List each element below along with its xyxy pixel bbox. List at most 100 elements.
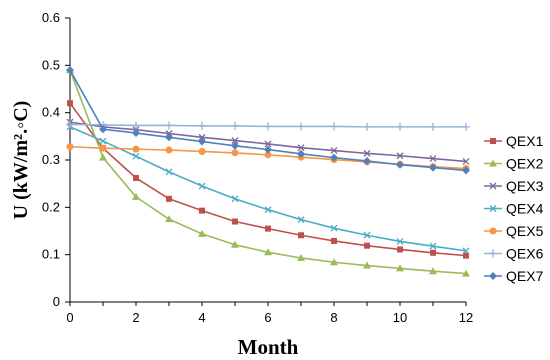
data-point-qex6 <box>165 121 173 130</box>
data-point-qex1 <box>265 225 271 232</box>
data-point-qex2 <box>462 269 470 277</box>
data-point-qex6 <box>330 122 338 131</box>
x-tick-label: 4 <box>198 310 205 325</box>
data-point-qex4 <box>165 168 173 176</box>
data-point-qex3 <box>297 144 305 152</box>
data-point-qex7 <box>297 149 305 158</box>
x-tick-label: 0 <box>66 310 73 325</box>
y-tick-label: 0.6 <box>42 10 60 25</box>
legend-label: QEX3 <box>506 178 544 194</box>
y-ticks: 0 0.1 0.2 0.3 0.4 0.5 0.6 <box>42 10 70 309</box>
legend-label: QEX5 <box>506 223 544 239</box>
legend-marker-qex3 <box>489 182 497 190</box>
legend-marker-qex5 <box>489 227 497 235</box>
data-point-qex4 <box>396 237 404 245</box>
data-point-qex6 <box>231 121 239 130</box>
data-point-qex6 <box>363 122 371 131</box>
data-point-qex7 <box>198 137 206 146</box>
legend-marker-qex4 <box>489 205 497 212</box>
y-tick-label: 0.4 <box>42 105 60 120</box>
legend-marker-qex7 <box>489 272 497 280</box>
data-point-qex1 <box>364 242 370 249</box>
data-point-qex6 <box>264 122 272 131</box>
data-point-qex5 <box>231 149 239 157</box>
data-point-qex3 <box>330 147 338 154</box>
legend-item-qex2: QEX2 <box>484 156 544 172</box>
series-qex4 <box>66 123 470 255</box>
y-axis-title: U (kW/m².◦C) <box>10 101 32 220</box>
legend-item-qex4: QEX4 <box>484 201 544 217</box>
data-point-qex6 <box>198 121 206 130</box>
legend-item-qex1: QEX1 <box>484 133 544 149</box>
data-point-qex2 <box>132 192 140 200</box>
data-point-qex6 <box>429 122 437 131</box>
data-point-qex5 <box>66 143 74 151</box>
data-point-qex5 <box>198 147 206 155</box>
x-tick-label: 10 <box>393 310 407 325</box>
y-tick-label: 0.5 <box>42 57 60 72</box>
x-tick-label: 6 <box>264 310 271 325</box>
legend-marker-qex6 <box>489 249 497 258</box>
data-point-qex1 <box>232 218 238 225</box>
data-point-qex7 <box>99 125 107 134</box>
data-point-qex5 <box>132 145 140 153</box>
data-point-qex2 <box>165 215 173 223</box>
legend-item-qex7: QEX7 <box>484 268 544 284</box>
legend-label: QEX4 <box>506 201 544 217</box>
legend-label: QEX7 <box>506 268 544 284</box>
data-point-qex7 <box>165 133 173 142</box>
data-point-qex6 <box>396 122 404 131</box>
data-point-qex2 <box>198 229 206 237</box>
data-point-qex7 <box>363 156 371 165</box>
y-tick-label: 0.2 <box>42 199 60 214</box>
data-point-qex4 <box>330 224 338 232</box>
legend-marker-qex1 <box>490 138 496 144</box>
data-point-qex7 <box>330 153 338 162</box>
data-point-qex4 <box>264 206 272 214</box>
series-group <box>66 66 470 277</box>
data-point-qex5 <box>165 146 173 154</box>
data-point-qex1 <box>67 100 73 107</box>
data-point-qex2 <box>231 240 239 248</box>
x-tick-label: 2 <box>132 310 139 325</box>
legend-label: QEX6 <box>506 246 544 262</box>
data-point-qex7 <box>231 141 239 150</box>
data-point-qex7 <box>429 163 437 172</box>
data-point-qex1 <box>430 249 436 256</box>
data-point-qex3 <box>396 152 404 160</box>
series-qex7 <box>66 66 470 175</box>
data-point-qex3 <box>363 149 371 157</box>
legend-label: QEX2 <box>506 156 544 172</box>
data-point-qex3 <box>231 137 239 145</box>
data-point-qex2 <box>429 267 437 275</box>
data-point-qex7 <box>66 66 74 75</box>
data-point-qex2 <box>363 261 371 269</box>
data-point-qex4 <box>198 182 206 190</box>
data-point-qex6 <box>132 121 140 130</box>
legend-item-qex3: QEX3 <box>484 178 544 194</box>
data-point-qex2 <box>99 153 107 161</box>
data-point-qex4 <box>297 216 305 224</box>
data-point-qex1 <box>199 207 205 214</box>
data-point-qex3 <box>429 155 437 163</box>
data-point-qex4 <box>132 152 140 160</box>
series-qex2 <box>66 66 470 277</box>
data-point-qex3 <box>198 133 206 141</box>
data-point-qex7 <box>396 160 404 169</box>
data-point-qex7 <box>264 145 272 154</box>
data-point-qex3 <box>264 140 272 148</box>
data-point-qex2 <box>264 248 272 256</box>
x-tick-label: 8 <box>330 310 337 325</box>
data-point-qex2 <box>330 258 338 266</box>
data-point-qex1 <box>463 252 469 259</box>
y-tick-label: 0.1 <box>42 247 60 262</box>
y-tick-label: 0.3 <box>42 152 60 167</box>
series-qex1 <box>67 100 469 259</box>
axes <box>69 18 466 303</box>
data-point-qex1 <box>298 232 304 239</box>
data-point-qex1 <box>166 195 172 202</box>
data-point-qex1 <box>331 237 337 244</box>
data-point-qex5 <box>99 144 107 152</box>
x-axis-title: Month <box>238 335 299 359</box>
